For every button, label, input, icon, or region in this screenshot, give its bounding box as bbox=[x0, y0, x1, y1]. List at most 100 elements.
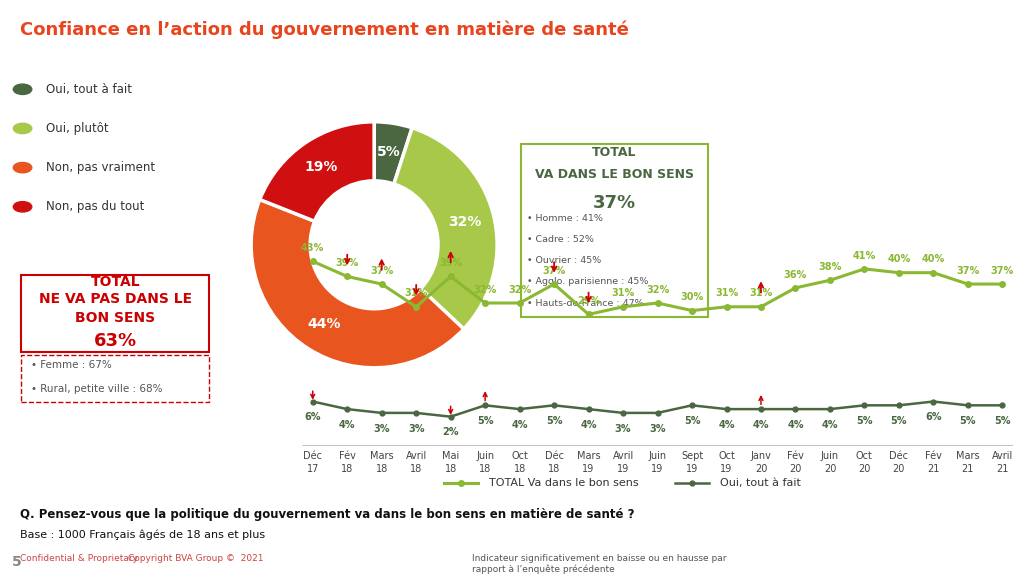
Text: 31%: 31% bbox=[612, 289, 634, 298]
Text: VA DANS LE BON SENS: VA DANS LE BON SENS bbox=[535, 168, 694, 181]
Text: 5%: 5% bbox=[477, 416, 493, 426]
Text: 21: 21 bbox=[996, 464, 1009, 474]
Text: 32%: 32% bbox=[508, 285, 531, 295]
Text: 36%: 36% bbox=[784, 270, 807, 279]
Text: 5%: 5% bbox=[377, 146, 401, 160]
Text: Avril: Avril bbox=[406, 451, 426, 461]
Text: 20: 20 bbox=[824, 464, 836, 474]
Text: 31%: 31% bbox=[749, 289, 773, 298]
Text: Q. Pensez-vous que la politique du gouvernement va dans le bon sens en matière d: Q. Pensez-vous que la politique du gouve… bbox=[20, 508, 636, 521]
Text: • Homme : 41%: • Homme : 41% bbox=[527, 214, 603, 223]
Text: Mars: Mars bbox=[577, 451, 601, 461]
Text: 2%: 2% bbox=[443, 427, 459, 437]
Text: 18: 18 bbox=[548, 464, 561, 474]
Text: 3%: 3% bbox=[408, 423, 424, 434]
Text: Fév: Fév bbox=[925, 451, 942, 461]
Text: 40%: 40% bbox=[921, 255, 945, 264]
Text: 20: 20 bbox=[754, 464, 767, 474]
Text: BON SENS: BON SENS bbox=[75, 311, 156, 325]
Text: Oui, plutôt: Oui, plutôt bbox=[46, 122, 109, 135]
FancyBboxPatch shape bbox=[521, 144, 708, 317]
Text: Indicateur significativement en baisse ou en hausse par
rapport à l’enquête préc: Indicateur significativement en baisse o… bbox=[472, 554, 726, 574]
Text: 4%: 4% bbox=[719, 420, 735, 430]
Text: Mai: Mai bbox=[442, 451, 459, 461]
Text: 4%: 4% bbox=[752, 420, 769, 430]
Text: 5%: 5% bbox=[684, 416, 700, 426]
Text: 5%: 5% bbox=[546, 416, 563, 426]
Text: TOTAL Va dans le bon sens: TOTAL Va dans le bon sens bbox=[489, 478, 639, 488]
Text: 37%: 37% bbox=[991, 266, 1014, 276]
Text: 5%: 5% bbox=[959, 416, 976, 426]
Text: Fév: Fév bbox=[339, 451, 356, 461]
Text: 43%: 43% bbox=[301, 243, 324, 253]
Text: • Hauts-de-France : 47%: • Hauts-de-France : 47% bbox=[527, 298, 643, 308]
Text: 37%: 37% bbox=[956, 266, 980, 276]
Text: Déc: Déc bbox=[303, 451, 322, 461]
Text: Oct: Oct bbox=[511, 451, 528, 461]
Text: 6%: 6% bbox=[926, 412, 942, 422]
Text: Oct: Oct bbox=[719, 451, 735, 461]
Text: Sept: Sept bbox=[681, 451, 703, 461]
Text: 18: 18 bbox=[479, 464, 491, 474]
Text: 5%: 5% bbox=[994, 416, 1011, 426]
Wedge shape bbox=[259, 122, 374, 221]
Text: NE VA PAS DANS LE: NE VA PAS DANS LE bbox=[39, 293, 192, 306]
Text: TOTAL: TOTAL bbox=[90, 275, 140, 289]
Text: 38%: 38% bbox=[818, 262, 842, 272]
Text: 3%: 3% bbox=[373, 423, 390, 434]
Text: Non, pas du tout: Non, pas du tout bbox=[46, 200, 145, 213]
Text: 19%: 19% bbox=[304, 161, 338, 175]
Text: Janv: Janv bbox=[750, 451, 772, 461]
FancyBboxPatch shape bbox=[22, 355, 209, 402]
Text: 19: 19 bbox=[721, 464, 733, 474]
Text: 40%: 40% bbox=[888, 255, 910, 264]
Text: 20: 20 bbox=[893, 464, 905, 474]
Text: 19: 19 bbox=[686, 464, 698, 474]
Text: 32%: 32% bbox=[448, 214, 482, 229]
Text: 4%: 4% bbox=[580, 420, 597, 430]
Text: • Cadre : 52%: • Cadre : 52% bbox=[527, 235, 593, 244]
Text: Non, pas vraiment: Non, pas vraiment bbox=[46, 161, 155, 174]
Text: 18: 18 bbox=[375, 464, 387, 474]
Text: Oui, tout à fait: Oui, tout à fait bbox=[720, 478, 801, 488]
Text: 19: 19 bbox=[652, 464, 663, 474]
Text: 5%: 5% bbox=[891, 416, 907, 426]
Text: 5: 5 bbox=[12, 555, 23, 569]
Text: 31%: 31% bbox=[405, 289, 427, 298]
Wedge shape bbox=[374, 122, 412, 184]
Text: Base : 1000 Français âgés de 18 ans et plus: Base : 1000 Français âgés de 18 ans et p… bbox=[20, 530, 265, 540]
Text: Mars: Mars bbox=[956, 451, 980, 461]
Text: 4%: 4% bbox=[787, 420, 804, 430]
Text: Confiance en l’action du gouvernement en matière de santé: Confiance en l’action du gouvernement en… bbox=[20, 20, 629, 39]
Wedge shape bbox=[251, 199, 463, 368]
Text: 19: 19 bbox=[617, 464, 629, 474]
Text: 18: 18 bbox=[445, 464, 457, 474]
Text: Déc: Déc bbox=[544, 451, 564, 461]
Text: 29%: 29% bbox=[577, 296, 601, 306]
Text: 4%: 4% bbox=[339, 420, 356, 430]
Text: 30%: 30% bbox=[681, 292, 703, 302]
Text: 31%: 31% bbox=[714, 289, 738, 298]
Text: 37%: 37% bbox=[370, 266, 394, 276]
Text: 6%: 6% bbox=[304, 412, 321, 422]
Text: Mars: Mars bbox=[370, 451, 394, 461]
Text: 44%: 44% bbox=[308, 317, 340, 331]
Text: TOTAL: TOTAL bbox=[592, 146, 637, 158]
Text: • Agglo. parisienne : 45%: • Agglo. parisienne : 45% bbox=[527, 278, 648, 286]
Text: 18: 18 bbox=[410, 464, 422, 474]
Wedge shape bbox=[394, 128, 497, 329]
Text: • Ouvrier : 45%: • Ouvrier : 45% bbox=[527, 256, 601, 265]
Text: Juin: Juin bbox=[476, 451, 494, 461]
Text: Confidential & Proprietary: Confidential & Proprietary bbox=[20, 554, 138, 563]
Text: 37%: 37% bbox=[592, 194, 637, 211]
Text: 21: 21 bbox=[928, 464, 940, 474]
Text: Avril: Avril bbox=[992, 451, 1013, 461]
Text: • Femme : 67%: • Femme : 67% bbox=[32, 360, 112, 370]
Text: • Rural, petite ville : 68%: • Rural, petite ville : 68% bbox=[32, 384, 163, 395]
Text: 3%: 3% bbox=[615, 423, 631, 434]
Text: Juin: Juin bbox=[649, 451, 666, 461]
Text: Juin: Juin bbox=[821, 451, 839, 461]
Text: 41%: 41% bbox=[853, 251, 876, 260]
Text: Oui, tout à fait: Oui, tout à fait bbox=[46, 83, 132, 96]
Text: 3%: 3% bbox=[649, 423, 666, 434]
